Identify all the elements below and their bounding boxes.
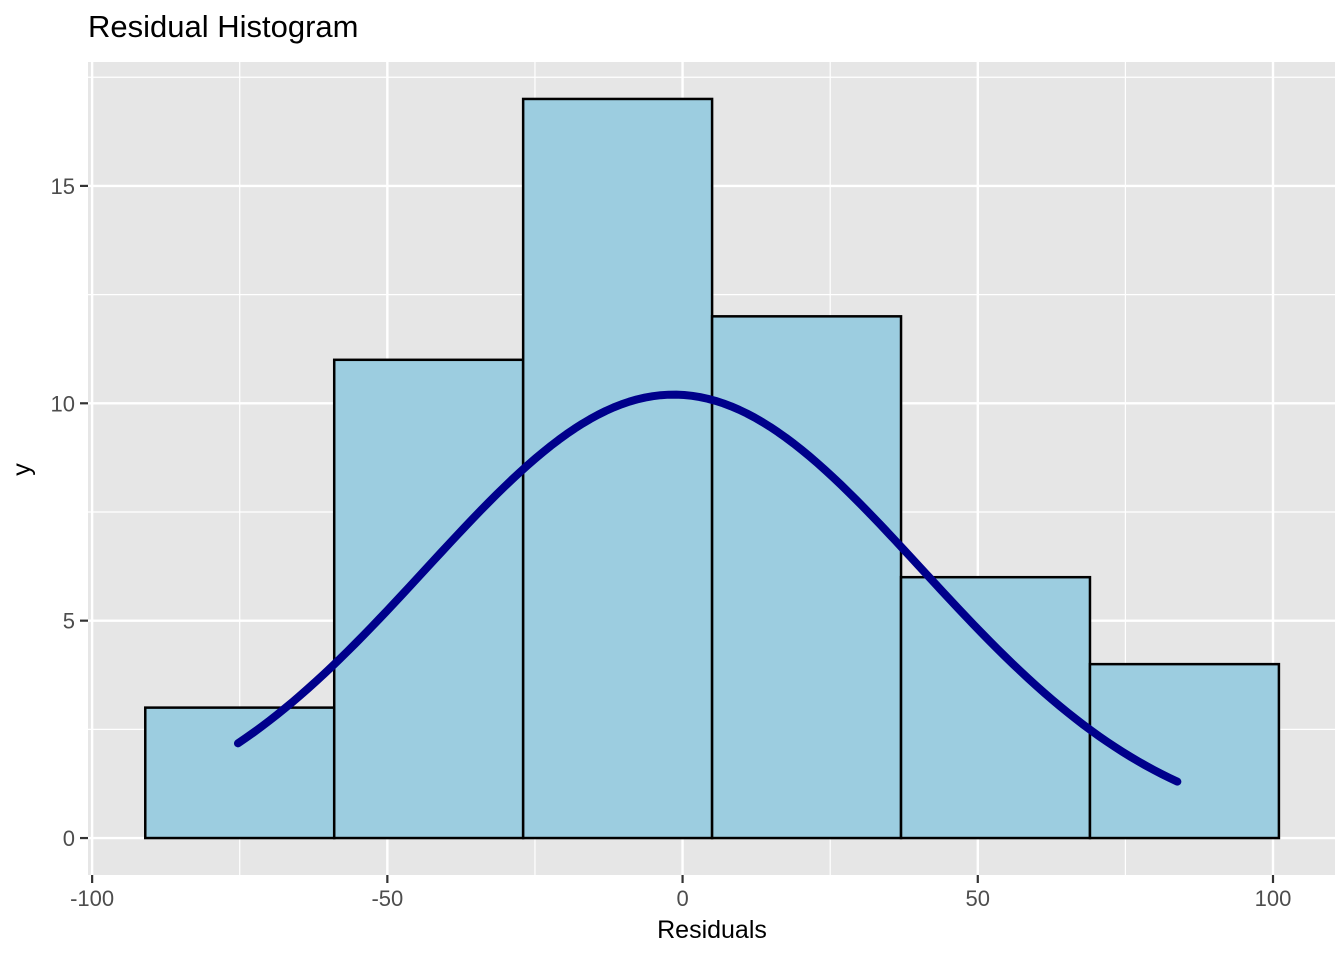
histogram-bar xyxy=(144,706,336,840)
x-axis-title: Residuals xyxy=(657,916,767,944)
y-tick-label: 10 xyxy=(51,391,75,416)
histogram-bar xyxy=(332,358,525,840)
x-tick-label: 50 xyxy=(966,886,990,911)
x-tick-label: 0 xyxy=(676,886,688,911)
x-tick-label: -100 xyxy=(70,886,114,911)
y-tick-label: 15 xyxy=(51,174,75,199)
x-tick-label: -50 xyxy=(371,886,403,911)
x-tick-label: 100 xyxy=(1255,886,1292,911)
density-curve xyxy=(233,390,1182,786)
y-tick-label: 5 xyxy=(63,609,75,634)
histogram-bar xyxy=(710,315,903,840)
y-tick-label: 0 xyxy=(63,826,75,851)
y-axis-title: y xyxy=(7,463,36,476)
histogram-bar xyxy=(521,97,714,840)
chart-title: Residual Histogram xyxy=(88,9,359,44)
